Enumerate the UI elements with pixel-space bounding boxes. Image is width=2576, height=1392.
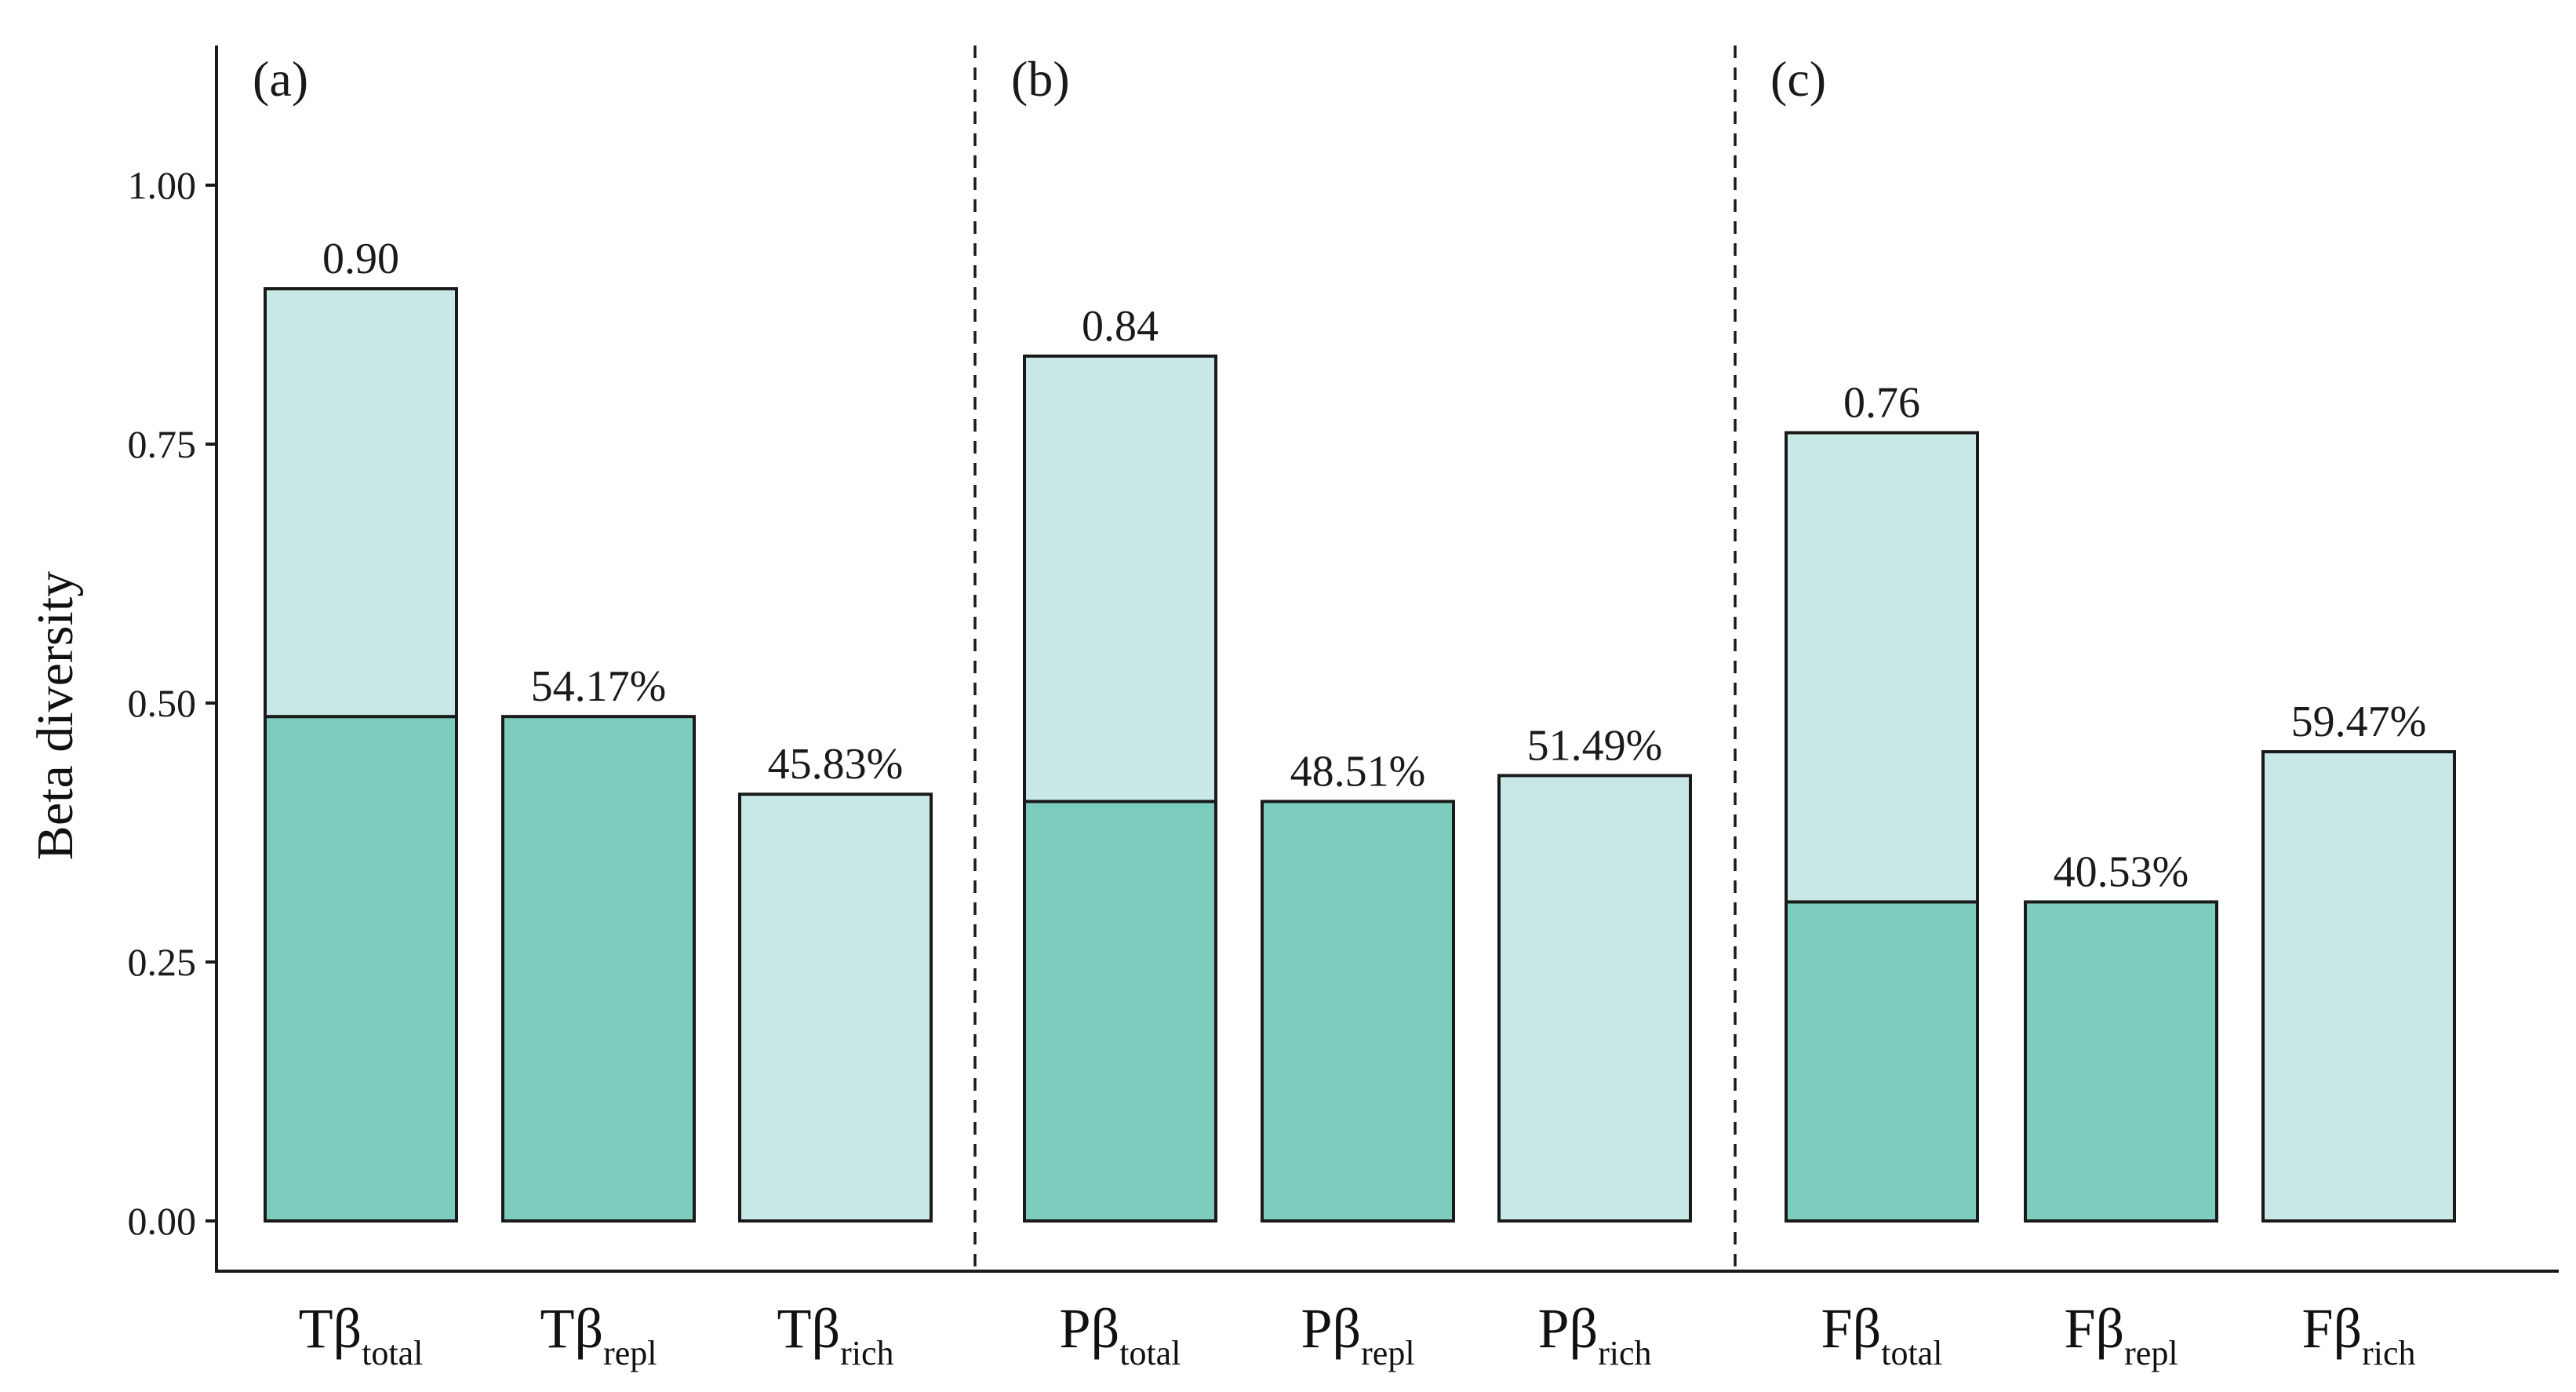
- x-tick-label: Tβtotal: [299, 1297, 424, 1372]
- bar-value-label: 0.84: [1082, 302, 1159, 351]
- bar-total-lower: [1023, 800, 1217, 1223]
- bar-value-label: 0.76: [1843, 378, 1920, 427]
- y-tick-label: 0.25: [128, 940, 197, 984]
- bar-total-lower: [1785, 900, 1979, 1223]
- x-tick-label: Pβrich: [1537, 1297, 1651, 1372]
- x-tick-label: Pβtotal: [1060, 1297, 1181, 1372]
- y-tick-label: 0.50: [128, 681, 197, 725]
- x-tick-label: Fβrepl: [2064, 1297, 2178, 1372]
- bar-value-label: 45.83%: [768, 740, 904, 789]
- y-tick-label: 0.00: [128, 1199, 197, 1243]
- panel-label: (c): [1770, 51, 1826, 107]
- bar-repl: [2024, 900, 2218, 1223]
- bar-total-lower: [264, 715, 458, 1223]
- axes: [215, 46, 2559, 1273]
- bar-total-upper: [264, 287, 458, 719]
- x-tick-labels: Tβtotal Tβrepl Tβrich Pβtotal Pβrepl Pβrich Fβ…: [299, 1297, 2416, 1372]
- panel-label: (b): [1011, 51, 1070, 107]
- bar-value-label: 59.47%: [2291, 698, 2427, 746]
- x-tick-label: Fβtotal: [1821, 1297, 1943, 1372]
- bar-repl: [1261, 800, 1455, 1223]
- bar-value-label: 48.51%: [1290, 747, 1426, 796]
- bar-repl: [501, 715, 696, 1223]
- bar-rich: [2261, 750, 2456, 1223]
- bar-value-label: 0.90: [322, 235, 399, 283]
- y-tick-label: 1.00: [128, 163, 197, 207]
- bar-rich: [738, 793, 933, 1223]
- panel-dividers: [973, 46, 1737, 1271]
- bar-value-label: 54.17%: [531, 662, 667, 711]
- bar-value-label: 51.49%: [1527, 721, 1663, 770]
- x-tick-label: Tβrepl: [540, 1297, 657, 1372]
- bar-total-upper: [1023, 354, 1217, 803]
- bars: [264, 287, 2456, 1223]
- x-tick-label: Tβrich: [777, 1297, 893, 1372]
- x-tick-label: Pβrepl: [1301, 1297, 1414, 1372]
- bar-labels: (a) 0.90 54.17% 45.83% (b) 0.84 48.51% 51.49% (c…: [253, 51, 2426, 896]
- bar-value-label: 40.53%: [2054, 847, 2189, 896]
- y-tick-label: 0.75: [128, 422, 197, 466]
- y-axis-title: Beta diversity: [27, 571, 84, 860]
- panel-label: (a): [253, 51, 308, 107]
- x-tick-label: Fβrich: [2301, 1297, 2415, 1372]
- y-ticks: 0.00 0.25 0.50 0.75 1.00: [128, 163, 216, 1243]
- bar-total-upper: [1785, 431, 1979, 904]
- bar-rich: [1497, 774, 1692, 1223]
